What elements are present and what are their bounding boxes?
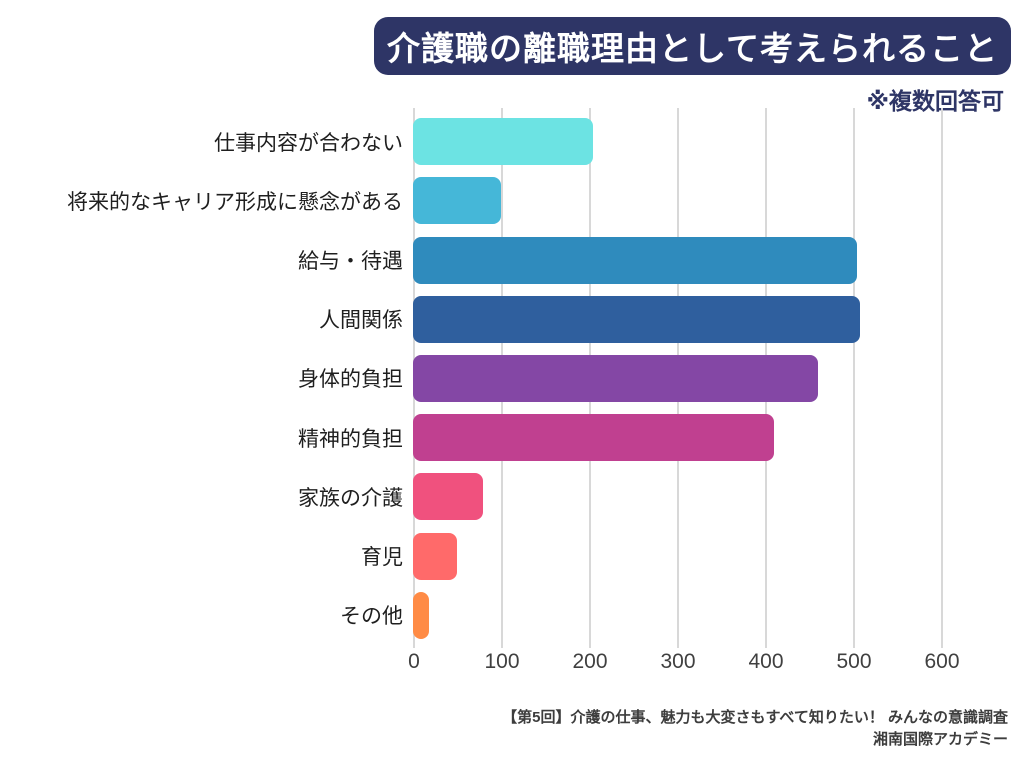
bar-4 (413, 295, 861, 343)
x-tick-label-600: 600 (924, 650, 960, 673)
bar-row: その他 (0, 586, 1024, 645)
source-footer: 【第5回】介護の仕事、魅力も大変さもすべて知りたい！ みんなの意識調査 湘南国際… (502, 707, 1008, 751)
bar-row: 将来的なキャリア形成に懸念がある (0, 171, 1024, 230)
bar-row: 家族の介護 (0, 467, 1024, 526)
source-org: 湘南国際アカデミー (872, 730, 1008, 748)
category-label: 給与・待遇 (298, 250, 403, 274)
bar-row: 給与・待遇 (0, 230, 1024, 289)
category-label: 精神的負担 (298, 427, 403, 451)
category-label: 人間関係 (319, 309, 403, 333)
category-label: 育児 (361, 546, 403, 570)
bar-row: 身体的負担 (0, 349, 1024, 408)
bar-5 (413, 354, 818, 402)
category-label: 将来的なキャリア形成に懸念がある (67, 190, 403, 214)
bar-rows: 仕事内容が合わない将来的なキャリア形成に懸念がある給与・待遇人間関係身体的負担精… (0, 112, 1024, 645)
bar-9 (413, 591, 429, 639)
x-tick-label-0: 0 (408, 650, 420, 673)
category-label: その他 (340, 605, 403, 629)
x-tick-label-200: 200 (572, 650, 608, 673)
bar-8 (413, 532, 457, 580)
bar-2 (413, 177, 501, 225)
category-label: 身体的負担 (298, 368, 403, 392)
bar-row: 人間関係 (0, 290, 1024, 349)
x-tick-label-300: 300 (660, 650, 696, 673)
gridline-x-500 (853, 108, 855, 648)
chart-title: 介護職の離職理由として考えられること (386, 30, 998, 67)
bar-7 (413, 473, 484, 521)
bar-6 (413, 414, 774, 462)
bar-row: 仕事内容が合わない (0, 112, 1024, 171)
bar-1 (413, 118, 594, 166)
gridline-x-600 (941, 108, 943, 648)
chart-title-banner: 介護職の離職理由として考えられること (374, 17, 1011, 75)
multiple-answers-note: ※複数回答可 (866, 88, 1004, 114)
bar-row: 育児 (0, 527, 1024, 586)
x-axis: 0 100 200 300 400 500 600 (0, 651, 1024, 677)
bar-row: 精神的負担 (0, 408, 1024, 467)
category-label: 仕事内容が合わない (214, 131, 403, 155)
x-tick-label-100: 100 (484, 650, 520, 673)
bar-3 (413, 236, 858, 284)
category-label: 家族の介護 (298, 486, 403, 510)
x-tick-label-500: 500 (836, 650, 872, 673)
source-line: 【第5回】介護の仕事、魅力も大変さもすべて知りたい！ みんなの意識調査 (502, 709, 1008, 726)
x-tick-label-400: 400 (748, 650, 784, 673)
